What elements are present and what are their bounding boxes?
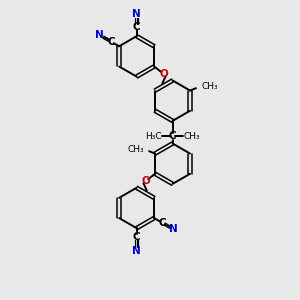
Text: O: O [159,69,168,79]
Text: CH₃: CH₃ [201,82,218,91]
Text: C: C [169,131,176,141]
Text: C: C [133,232,140,242]
Text: CH₃: CH₃ [127,145,144,154]
Text: N: N [132,9,141,19]
Text: N: N [95,30,104,40]
Text: C: C [133,22,140,32]
Text: O: O [141,176,150,186]
Text: C: C [158,218,166,227]
Text: N: N [132,246,141,256]
Text: H₃C: H₃C [145,132,161,141]
Text: N: N [169,224,178,234]
Text: C: C [108,37,115,47]
Text: CH₃: CH₃ [184,132,200,141]
